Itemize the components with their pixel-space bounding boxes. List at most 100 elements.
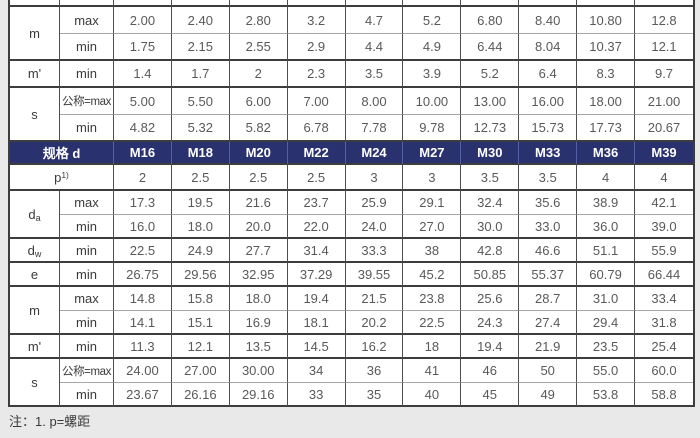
value-m-min-M20: 16.9 [229,311,288,335]
value-m-max-M16: 2.00 [114,7,172,34]
value-m-min-M30: 6.44 [461,34,520,61]
value-m-max-M30: 25.6 [461,287,520,311]
value-m-min-M18: 2.15 [171,34,230,61]
col-header-M22: M22 [287,142,346,165]
value-da-min-M27: 27.0 [403,215,462,239]
limit-label-min: min [60,263,114,287]
value-m-max-M27: 5.2 [403,7,462,34]
value-da-min-M18: 18.0 [171,215,230,239]
value-da-max-M16: 17.3 [114,191,172,215]
value-da-max-M18: 19.5 [171,191,230,215]
value-dw-min-M18: 24.9 [171,239,230,263]
value-m-min-M22: 2.9 [287,34,346,61]
value-m'-min-M24: 3.5 [345,61,404,88]
value-m'-min-M22: 2.3 [287,61,346,88]
value-m-max-M22: 19.4 [287,287,346,311]
limit-label-min: min [60,335,114,359]
value-s-min-M24: 35 [345,383,404,407]
value-m-min-M33: 8.04 [519,34,578,61]
value-dw-min-M16: 22.5 [114,239,172,263]
row-label-e: e [10,263,60,287]
value-m-min-M33: 27.4 [519,311,578,335]
value-m-max-M22: 3.2 [287,7,346,34]
value-m'-min-M39: 25.4 [635,335,693,359]
value-m'-min-M36: 23.5 [577,335,636,359]
value-s-min-M39: 58.8 [635,383,693,407]
cutoff-row-cell [577,0,636,7]
limit-label-公称=max: 公称=max [60,88,114,115]
value-m-max-M18: 15.8 [171,287,230,311]
value-e-min-M27: 45.2 [403,263,462,287]
value-s-公称=max-M30: 46 [461,359,520,383]
value-m-max-M39: 33.4 [635,287,693,311]
cutoff-row-cell [10,0,60,7]
value-s-公称=max-M24: 8.00 [345,88,404,115]
value-da-max-M30: 32.4 [461,191,520,215]
col-header-M27: M27 [403,142,462,165]
value-s-min-M39: 20.67 [635,115,693,142]
limit-label-max: max [60,191,114,215]
value-m-min-M24: 4.4 [345,34,404,61]
limit-label-min: min [60,34,114,61]
value-s-min-M33: 49 [519,383,578,407]
row-label-m: m [10,7,60,61]
value-m-max-M24: 4.7 [345,7,404,34]
value-p-M20: 2.5 [229,165,288,191]
value-dw-min-M39: 55.9 [635,239,693,263]
cutoff-row-cell [114,0,172,7]
footnote: 注：1. p=螺距 [9,414,91,429]
value-m'-min-M30: 19.4 [461,335,520,359]
value-da-min-M22: 22.0 [287,215,346,239]
value-s-公称=max-M16: 5.00 [114,88,172,115]
value-dw-min-M27: 38 [403,239,462,263]
value-m-min-M30: 24.3 [461,311,520,335]
value-s-公称=max-M30: 13.00 [461,88,520,115]
value-da-min-M33: 33.0 [519,215,578,239]
col-header-M24: M24 [345,142,404,165]
value-m-max-M16: 14.8 [114,287,172,311]
value-da-max-M20: 21.6 [229,191,288,215]
row-label-s: s [10,88,60,142]
value-m-min-M18: 15.1 [171,311,230,335]
cutoff-row-cell [635,0,693,7]
limit-label-min: min [60,311,114,335]
limit-label-min: min [60,383,114,407]
value-s-公称=max-M36: 18.00 [577,88,636,115]
value-m'-min-M27: 18 [403,335,462,359]
value-da-max-M22: 23.7 [287,191,346,215]
value-m-max-M36: 31.0 [577,287,636,311]
value-m-max-M33: 8.40 [519,7,578,34]
value-p-M22: 2.5 [287,165,346,191]
value-m-max-M24: 21.5 [345,287,404,311]
value-s-min-M27: 9.78 [403,115,462,142]
cutoff-row-cell [345,0,404,7]
value-s-min-M22: 6.78 [287,115,346,142]
value-m-min-M36: 29.4 [577,311,636,335]
value-s-min-M30: 12.73 [461,115,520,142]
spec-header-label: 规格 d [10,142,114,165]
limit-label-max: max [60,7,114,34]
value-e-min-M16: 26.75 [114,263,172,287]
value-da-min-M30: 30.0 [461,215,520,239]
value-m-min-M36: 10.37 [577,34,636,61]
limit-label-max: max [60,287,114,311]
value-p-M36: 4 [577,165,636,191]
value-dw-min-M30: 42.8 [461,239,520,263]
col-header-M39: M39 [635,142,693,165]
col-header-M16: M16 [114,142,172,165]
value-m-min-M27: 4.9 [403,34,462,61]
row-label-p: p1) [10,165,114,191]
value-e-min-M39: 66.44 [635,263,693,287]
value-da-max-M27: 29.1 [403,191,462,215]
value-m-min-M16: 1.75 [114,34,172,61]
value-e-min-M18: 29.56 [171,263,230,287]
value-p-M24: 3 [345,165,404,191]
spec-table: m max 2.00 2.40 2.80 3.2 4.7 5.2 6.80 8.40 10.80 12… [8,0,695,407]
value-m'-min-M20: 13.5 [229,335,288,359]
limit-label-min: min [60,215,114,239]
value-s-min-M27: 40 [403,383,462,407]
value-m'-min-M22: 14.5 [287,335,346,359]
value-s-min-M16: 23.67 [114,383,172,407]
value-p-M18: 2.5 [171,165,230,191]
cutoff-row-cell [403,0,462,7]
